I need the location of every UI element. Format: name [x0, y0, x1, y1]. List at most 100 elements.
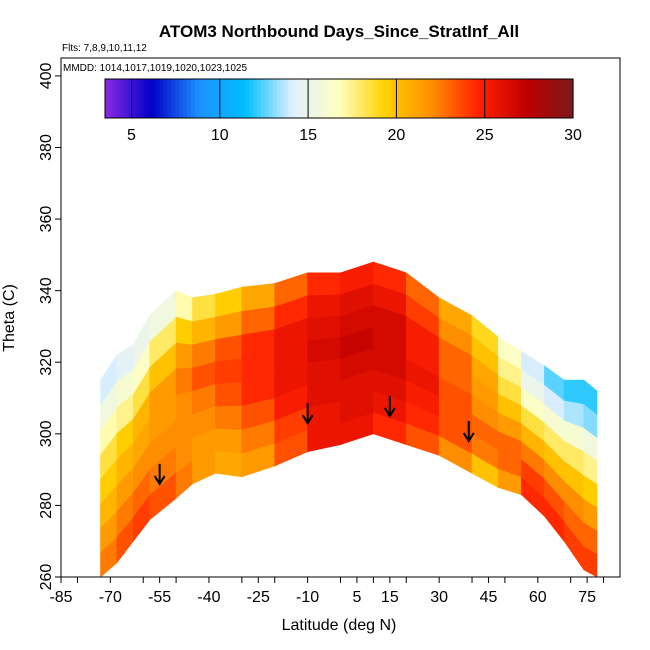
colorbar-segment	[526, 79, 531, 118]
colorbar-segment	[389, 79, 395, 118]
colorbar-tick-label: 25	[476, 127, 494, 144]
colorbar-segment	[276, 79, 282, 118]
colorbar-segment	[522, 79, 527, 118]
colorbar-segment	[420, 79, 426, 118]
colorbar-segment	[335, 79, 340, 118]
colorbar-segment	[307, 79, 313, 118]
colorbar: 5 10 15 20 25 30	[104, 78, 582, 144]
colorbar-segment	[350, 79, 356, 118]
colorbar-segment	[300, 79, 305, 118]
colorbar-segment	[537, 79, 543, 118]
colorbar-segment	[510, 79, 516, 118]
colorbar-segment	[362, 79, 367, 118]
heat-cell	[307, 272, 341, 296]
colorbar-segment	[495, 79, 500, 118]
colorbar-segment	[370, 79, 375, 118]
colorbar-segment	[397, 79, 402, 118]
colorbar-segment	[167, 79, 172, 118]
arrow-head	[301, 414, 314, 425]
colorbar-segment	[120, 79, 126, 118]
colorbar-segment	[315, 79, 321, 118]
y-axis: 260 280 300 320 340 360 380 400	[38, 62, 61, 590]
colorbar-segment	[140, 79, 145, 118]
heat-cell	[192, 293, 216, 322]
colorbar-segment	[202, 79, 207, 118]
y-tick-label: 380	[38, 134, 55, 161]
colorbar-segment	[514, 79, 519, 118]
colorbar-segment	[284, 79, 289, 118]
colorbar-tick-label: 5	[127, 127, 136, 144]
colorbar-segment	[175, 79, 180, 118]
colorbar-segment	[124, 79, 129, 118]
colorbar-segment	[327, 79, 332, 118]
heat-cell	[215, 381, 243, 407]
heat-cell	[307, 336, 341, 363]
colorbar-segment	[385, 79, 391, 118]
x-tick-label: 15	[381, 589, 399, 606]
colorbar-segment	[303, 79, 309, 118]
heat-cell	[215, 450, 243, 478]
y-tick-label: 260	[38, 564, 55, 591]
colorbar-segment	[565, 79, 570, 118]
colorbar-segment	[272, 79, 278, 118]
heat-cell	[307, 293, 341, 318]
colorbar-segment	[475, 79, 480, 118]
colorbar-segment	[413, 79, 418, 118]
colorbar-segment	[253, 79, 258, 118]
y-tick-label: 340	[38, 277, 55, 304]
colorbar-segment	[401, 79, 406, 118]
colorbar-segment	[222, 79, 227, 118]
chart-title: ATOM3 Northbound Days_Since_StratInf_All	[159, 22, 519, 41]
colorbar-tick-label: 10	[211, 127, 229, 144]
colorbar-segment	[366, 79, 371, 118]
colorbar-segment	[444, 79, 449, 118]
y-tick-label: 320	[38, 349, 55, 376]
x-tick-label: -40	[197, 589, 220, 606]
colorbar-segment	[128, 79, 133, 118]
colorbar-tick-label: 20	[387, 127, 405, 144]
colorbar-segment	[218, 79, 223, 118]
colorbar-segment	[233, 79, 239, 118]
colorbar-segment	[292, 79, 297, 118]
x-tick-label: 75	[578, 589, 596, 606]
colorbar-segment	[346, 79, 352, 118]
colorbar-segment	[483, 79, 488, 118]
colorbar-segment	[358, 79, 363, 118]
colorbar-segment	[319, 79, 324, 118]
colorbar-segment	[534, 79, 539, 118]
heat-cell	[241, 283, 276, 312]
x-tick-label: -70	[99, 589, 122, 606]
heat-cell	[175, 342, 193, 369]
colorbar-segment	[296, 79, 301, 118]
colorbar-segment	[229, 79, 235, 118]
colorbar-segment	[339, 79, 344, 118]
colorbar-segment	[459, 79, 465, 118]
colorbar-segment	[249, 79, 254, 118]
colorbar-tick-label: 30	[564, 127, 582, 144]
heat-cell	[583, 379, 598, 415]
colorbar-segment	[155, 79, 161, 118]
heatmap-field	[100, 261, 598, 578]
colorbar-segment	[179, 79, 184, 118]
colorbar-segment	[206, 79, 211, 118]
colorbar-segment	[112, 79, 118, 118]
colorbar-segment	[151, 79, 157, 118]
arrow-head	[383, 407, 396, 418]
x-tick-label: -85	[49, 589, 72, 606]
y-tick-label: 400	[38, 62, 55, 89]
arrow-markers	[153, 395, 475, 486]
y-tick-label: 280	[38, 492, 55, 519]
colorbar-segment	[116, 79, 122, 118]
heat-cell	[215, 405, 243, 430]
colorbar-segment	[428, 79, 434, 118]
colorbar-segment	[557, 79, 562, 118]
colorbar-segment	[561, 79, 566, 118]
colorbar-segment	[257, 79, 262, 118]
colorbar-segment	[331, 79, 336, 118]
heat-cell	[307, 358, 341, 385]
colorbar-segment	[471, 79, 477, 118]
colorbar-segment	[183, 79, 188, 118]
colorbar-tick-label: 15	[299, 127, 317, 144]
colorbar-segment	[105, 79, 110, 118]
